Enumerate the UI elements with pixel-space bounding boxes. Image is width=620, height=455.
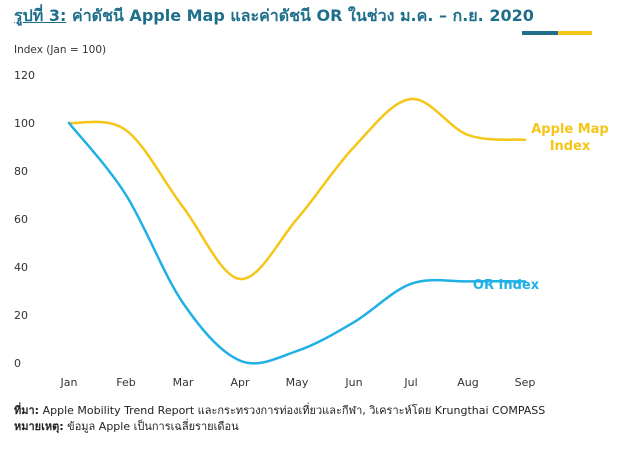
y-tick-label: 60 — [14, 213, 28, 226]
series-line-or-index — [67, 121, 527, 365]
series-label-apple-map-index: Apple Map Index — [531, 122, 609, 154]
y-tick-label: 100 — [14, 117, 35, 130]
data-point-or-index — [67, 121, 71, 125]
note-line: หมายเหตุ: ข้อมูล Apple เป็นการเฉลี่ยรายเ… — [14, 419, 545, 435]
data-point-apple-map-index — [409, 97, 413, 101]
data-point-apple-map-index — [238, 277, 242, 281]
figure-title-text: ค่าดัชนี Apple Map และค่าดัชนี OR ในช่วง… — [71, 6, 534, 25]
data-point-or-index — [352, 320, 356, 324]
series-label-line: Apple Map — [531, 122, 609, 137]
series-label-or-index: OR Index — [473, 278, 540, 293]
series-label-line: OR Index — [473, 278, 540, 293]
series-label-line: Index — [550, 139, 591, 154]
title-accent-teal — [522, 31, 558, 35]
title-accent-gold — [558, 31, 592, 35]
figure-number: รูปที่ 3: — [14, 6, 67, 25]
y-tick-label: 80 — [14, 165, 28, 178]
source-line: ที่มา: Apple Mobility Trend Report และกร… — [14, 403, 545, 419]
figure-title: รูปที่ 3: ค่าดัชนี Apple Map และค่าดัชนี… — [14, 4, 534, 29]
data-point-or-index — [295, 349, 299, 353]
x-tick-label: Mar — [173, 376, 194, 389]
data-point-or-index — [181, 301, 185, 305]
x-tick-label: Aug — [457, 376, 478, 389]
y-axis-label: Index (Jan = 100) — [14, 44, 107, 56]
note-label: หมายเหตุ: — [14, 420, 64, 433]
x-tick-label: Jul — [403, 376, 417, 389]
data-point-or-index — [466, 279, 470, 283]
series-line-apple-map-index — [67, 97, 527, 281]
data-point-apple-map-index — [352, 145, 356, 149]
x-tick-label: Jun — [344, 376, 362, 389]
x-tick-label: May — [286, 376, 309, 389]
source-label: ที่มา: — [14, 404, 40, 417]
x-tick-label: Feb — [116, 376, 135, 389]
line-chart: 0 20 40 60 80 100 120 Jan Feb Mar Apr May Jun Jul Aug S… — [14, 69, 609, 389]
data-point-apple-map-index — [295, 217, 299, 221]
data-point-apple-map-index — [181, 205, 185, 209]
source-text: Apple Mobility Trend Report และกระทรวงกา… — [39, 404, 546, 417]
x-tick-label: Apr — [230, 376, 250, 389]
note-text: ข้อมูล Apple เป็นการเฉลี่ยรายเดือน — [63, 420, 239, 433]
data-point-apple-map-index — [124, 128, 128, 132]
y-tick-label: 40 — [14, 261, 28, 274]
y-tick-label: 20 — [14, 309, 28, 322]
x-tick-label: Sep — [515, 376, 536, 389]
y-tick-label: 120 — [14, 69, 35, 82]
data-point-or-index — [409, 282, 413, 286]
data-point-or-index — [238, 359, 242, 363]
data-point-apple-map-index — [523, 138, 527, 142]
data-point-apple-map-index — [466, 133, 470, 137]
y-tick-label: 0 — [14, 357, 21, 370]
data-point-or-index — [124, 193, 128, 197]
chart-footer: ที่มา: Apple Mobility Trend Report และกร… — [14, 403, 545, 435]
x-tick-label: Jan — [60, 376, 78, 389]
